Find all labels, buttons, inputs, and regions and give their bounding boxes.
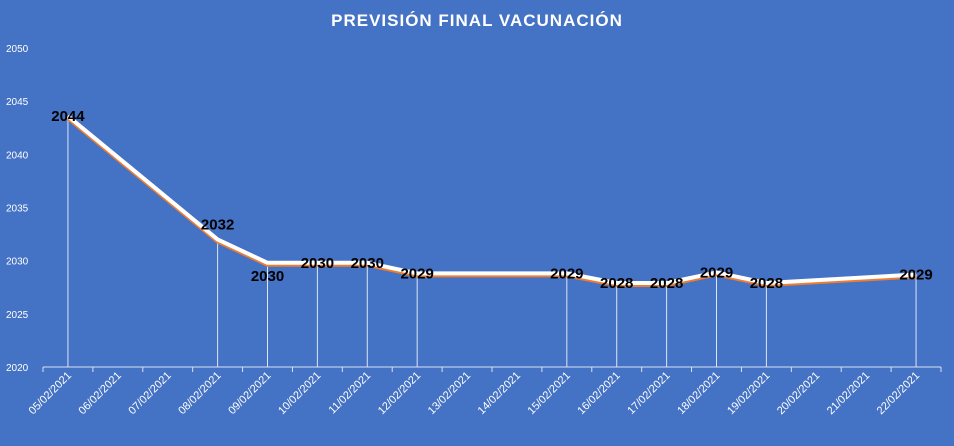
x-tick-label: 19/02/2021: [725, 370, 772, 417]
data-label: 2030: [251, 268, 284, 285]
data-label: 2030: [351, 255, 384, 272]
data-label: 2028: [650, 275, 683, 292]
x-tick-label: 15/02/2021: [526, 370, 573, 417]
series-line-shadow: [66, 116, 917, 287]
y-tick-label: 2025: [6, 310, 29, 321]
series-line: [66, 114, 917, 285]
data-labels: 2044 2032 2030 2030 2030 2029 2029 2028 2028 2029…: [51, 108, 932, 292]
drop-lines: [67, 116, 917, 367]
data-label: 2028: [750, 275, 783, 292]
x-tick-label: 05/02/2021: [27, 370, 74, 417]
y-tick-label: 2030: [6, 257, 29, 268]
x-tick-label: 11/02/2021: [327, 370, 374, 417]
data-label: 2032: [201, 216, 234, 233]
y-tick-label: 2035: [6, 204, 29, 215]
y-tick-label: 2045: [6, 97, 29, 108]
x-tick-label: 10/02/2021: [276, 370, 323, 417]
data-label: 2029: [700, 264, 733, 281]
series-lines: [66, 114, 917, 287]
x-axis: 05/02/2021 06/02/2021 07/02/2021 08/02/2021…: [27, 366, 942, 417]
y-tick-label: 2040: [6, 150, 29, 161]
x-tick-label: 07/02/2021: [126, 370, 173, 417]
x-tick-label: 09/02/2021: [226, 370, 273, 417]
data-label: 2044: [51, 108, 85, 125]
y-tick-label: 2020: [6, 363, 29, 374]
data-label: 2030: [301, 255, 334, 272]
data-label: 2029: [550, 265, 583, 282]
chart-title: PREVISIÓN FINAL VACUNACIÓN: [331, 11, 623, 30]
data-label: 2029: [400, 265, 433, 282]
x-tick-label: 21/02/2021: [825, 370, 872, 417]
x-tick-label: 22/02/2021: [875, 370, 922, 417]
x-tick-label: 14/02/2021: [476, 370, 523, 417]
x-tick-label: 20/02/2021: [775, 370, 822, 417]
y-tick-label: 2050: [6, 44, 29, 55]
x-tick-label: 16/02/2021: [575, 370, 622, 417]
data-label: 2028: [600, 275, 633, 292]
y-axis: 2020 2025 2030 2035 2040 2045 2050: [6, 44, 29, 374]
x-tick-label: 06/02/2021: [77, 370, 124, 417]
x-tick-label: 12/02/2021: [376, 370, 423, 417]
data-label: 2029: [899, 266, 932, 283]
x-tick-label: 08/02/2021: [176, 370, 223, 417]
x-tick-label: 17/02/2021: [625, 370, 672, 417]
x-tick-label: 13/02/2021: [426, 370, 473, 417]
x-tick-label: 18/02/2021: [675, 370, 722, 417]
